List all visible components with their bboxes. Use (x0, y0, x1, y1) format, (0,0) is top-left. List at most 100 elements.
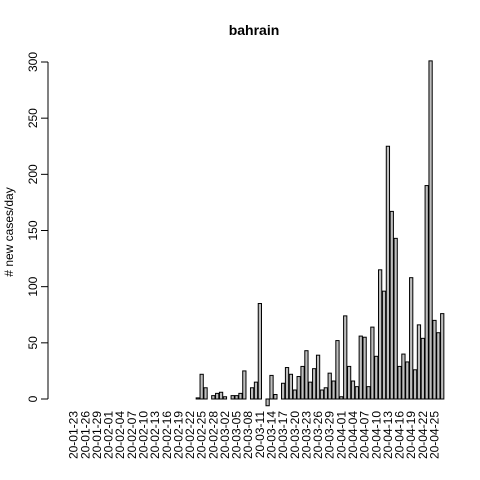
y-tick-label: 250 (26, 108, 40, 128)
x-tick-label: 20-02-04 (113, 411, 127, 459)
x-tick-label: 20-04-10 (369, 411, 383, 459)
bar-20-03-01 (218, 391, 224, 400)
x-tick-label: 20-01-23 (67, 411, 81, 459)
bar-20-04-19 (409, 277, 414, 400)
bar-20-04-14 (389, 210, 394, 400)
x-tick-label: 20-02-16 (160, 411, 174, 459)
bar-20-03-29 (327, 372, 332, 400)
bar-20-03-09 (249, 387, 255, 400)
y-tick-label: 300 (26, 52, 40, 72)
x-tick-label: 20-01-29 (90, 411, 104, 459)
bar-20-03-15 (273, 394, 278, 400)
x-tick-label: 20-03-08 (241, 411, 255, 459)
x-tick-label: 20-02-28 (206, 411, 220, 459)
bar-20-03-23 (304, 350, 309, 400)
bar-20-04-07 (362, 336, 367, 400)
bar-20-03-13 (265, 398, 270, 407)
x-tick-label: 20-04-19 (404, 411, 418, 459)
bar-20-03-02 (222, 396, 228, 400)
x-tick-label: 20-04-07 (358, 411, 372, 459)
bar-20-03-25 (312, 368, 317, 400)
bar-20-03-14 (269, 374, 274, 400)
bar-20-03-26 (315, 354, 321, 400)
bar-20-03-24 (308, 381, 313, 400)
bar-20-04-15 (393, 237, 398, 400)
bar-20-04-12 (381, 290, 387, 400)
x-tick-label: 20-04-13 (381, 411, 395, 459)
bar-20-02-25 (199, 373, 204, 400)
bar-20-03-27 (319, 389, 325, 400)
bar-20-03-07 (242, 370, 247, 400)
bar-20-02-26 (203, 387, 208, 400)
y-tick-label: 150 (26, 220, 40, 240)
bar-20-04-01 (339, 396, 344, 400)
bar-20-03-28 (323, 387, 328, 400)
bar-20-04-08 (366, 386, 371, 400)
x-tick-label: 20-02-10 (136, 411, 150, 459)
x-tick-label: 20-03-23 (299, 411, 313, 459)
chart-title: bahrain (229, 22, 280, 38)
y-tick-label: 50 (26, 336, 40, 350)
bar-20-04-03 (346, 365, 352, 400)
bar-20-03-06 (238, 392, 243, 400)
y-axis-label: # new cases/day (2, 187, 16, 276)
x-tick-label: 20-01-26 (78, 411, 92, 459)
x-tick-label: 20-02-22 (183, 411, 197, 459)
bar-20-03-11 (257, 303, 262, 400)
bar-20-04-05 (354, 386, 359, 400)
bar-20-04-11 (378, 269, 383, 400)
x-tick-label: 20-02-13 (148, 411, 162, 459)
bar-20-04-09 (370, 326, 375, 400)
bar-20-03-04 (230, 395, 235, 400)
bar-20-04-26 (436, 332, 441, 400)
bar-20-02-29 (215, 392, 220, 400)
x-tick-label: 20-03-29 (323, 411, 337, 459)
bar-20-04-25 (432, 319, 437, 400)
bar-20-04-20 (412, 369, 418, 400)
bar-20-02-24 (195, 397, 200, 400)
x-tick-label: 20-02-25 (195, 411, 209, 459)
x-tick-label: 20-03-11 (253, 411, 267, 458)
y-tick-label: 200 (26, 164, 40, 184)
bar-20-03-17 (281, 382, 286, 400)
y-tick-label: 100 (26, 276, 40, 296)
x-tick-label: 20-03-20 (288, 411, 302, 459)
bar-20-03-21 (296, 376, 301, 400)
bar-20-04-04 (350, 380, 356, 400)
bar-20-04-18 (405, 361, 410, 400)
x-tick-label: 20-02-19 (171, 411, 185, 459)
bar-20-03-31 (335, 340, 340, 400)
bar-20-04-10 (374, 355, 379, 400)
bar-20-03-20 (292, 389, 297, 400)
bar-20-04-16 (397, 365, 402, 400)
bar-20-04-13 (385, 145, 391, 400)
y-axis: 0 50 100 150 200 250 300 (26, 52, 49, 402)
x-tick-label: 20-02-01 (102, 411, 116, 459)
bar-20-04-17 (401, 353, 406, 400)
x-axis-labels: 20-01-2320-01-2620-01-2920-02-0120-02-04… (67, 411, 442, 459)
bar-20-04-24 (428, 60, 433, 400)
bar-20-04-21 (416, 324, 422, 400)
bar-20-04-22 (420, 337, 425, 400)
x-tick-label: 20-03-02 (218, 411, 232, 459)
x-tick-label: 20-04-16 (393, 411, 407, 459)
bar-20-03-18 (284, 367, 290, 400)
bar-20-04-27 (440, 313, 445, 400)
x-tick-label: 20-03-26 (311, 411, 325, 459)
x-tick-label: 20-04-01 (334, 411, 348, 459)
x-tick-label: 20-03-14 (265, 411, 279, 459)
x-tick-label: 20-03-17 (276, 411, 290, 459)
bar-20-03-19 (288, 373, 294, 400)
bars (195, 60, 445, 407)
x-tick-label: 20-04-22 (416, 411, 430, 459)
x-tick-label: 20-04-25 (427, 411, 441, 459)
bar-20-03-22 (300, 365, 305, 400)
bar-20-03-05 (234, 395, 239, 400)
y-tick-label: 0 (26, 395, 40, 402)
bar-20-04-23 (424, 185, 429, 400)
bar-20-03-10 (253, 381, 259, 400)
bar-20-03-30 (331, 380, 336, 400)
bar-20-04-02 (343, 315, 348, 400)
bar-20-04-06 (358, 335, 363, 400)
